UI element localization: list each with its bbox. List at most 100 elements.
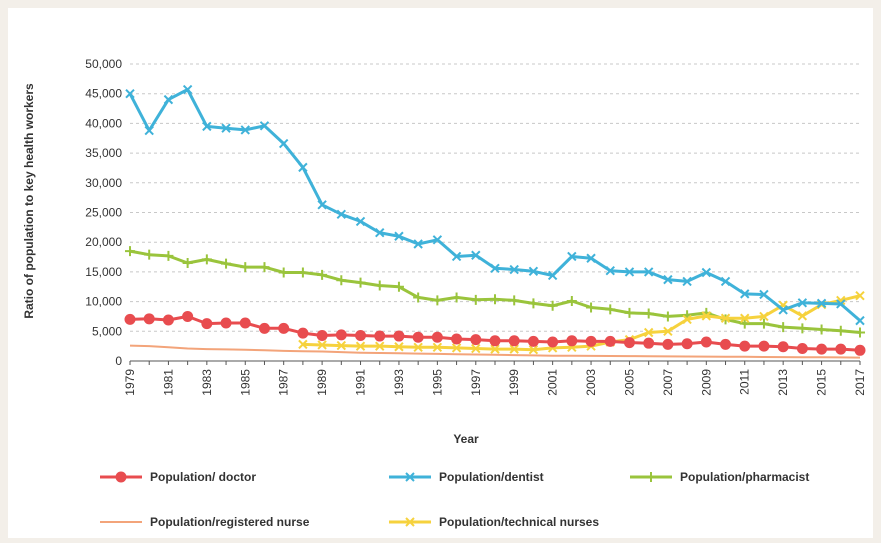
- data-point: [432, 295, 443, 306]
- data-point: [143, 313, 155, 325]
- data-point: [317, 269, 328, 280]
- y-tick-label: 5,000: [92, 324, 122, 338]
- x-tick-label: 1995: [430, 369, 444, 396]
- data-point: [393, 330, 405, 342]
- data-point: [796, 343, 808, 355]
- data-point: [336, 340, 347, 351]
- data-point: [566, 335, 578, 347]
- x-tick-label: 1987: [277, 369, 291, 396]
- data-point: [663, 274, 673, 285]
- x-tick-label: 1993: [392, 369, 406, 396]
- y-tick-label: 25,000: [85, 206, 122, 220]
- legend-item: Population/technical nurses: [389, 515, 599, 529]
- series-line: [129, 249, 861, 334]
- x-tick-label: 2009: [699, 369, 713, 396]
- data-point: [739, 318, 750, 329]
- data-point: [682, 276, 692, 287]
- x-tick-label: 1979: [123, 369, 137, 396]
- data-point: [297, 267, 308, 278]
- data-point: [298, 339, 308, 350]
- series-4: [298, 290, 865, 355]
- data-point: [125, 246, 135, 257]
- data-point: [663, 326, 673, 337]
- data-point: [278, 322, 290, 334]
- x-tick-label: 2007: [661, 369, 675, 396]
- data-point: [394, 342, 404, 352]
- legend-label: Population/registered nurse: [150, 515, 310, 529]
- data-point: [115, 471, 127, 483]
- data-point: [585, 335, 597, 347]
- data-point: [509, 344, 519, 354]
- chart-panel: 0 5,000 10,000 15,000 20,000 25,000 30,000 35,0…: [8, 8, 873, 538]
- data-point: [700, 336, 712, 348]
- data-point: [662, 338, 674, 350]
- legend-item: Population/registered nurse: [100, 515, 310, 529]
- y-tick-label: 35,000: [85, 146, 122, 160]
- data-point: [528, 266, 539, 277]
- data-point: [682, 314, 692, 325]
- data-point: [527, 335, 539, 347]
- data-point: [643, 327, 654, 338]
- data-point: [605, 304, 616, 315]
- data-point: [431, 331, 443, 343]
- data-point: [336, 275, 347, 286]
- data-point: [701, 311, 712, 321]
- data-point: [201, 254, 212, 265]
- data-point: [374, 280, 385, 291]
- data-point: [646, 472, 656, 482]
- data-point: [623, 337, 635, 349]
- data-point: [125, 88, 135, 99]
- data-point: [490, 344, 500, 354]
- data-point: [758, 318, 769, 329]
- x-tick-label: 2001: [546, 369, 560, 396]
- legend-label: Population/ doctor: [150, 470, 256, 484]
- data-point: [759, 289, 769, 300]
- data-point: [547, 300, 558, 311]
- data-point: [797, 311, 808, 321]
- data-point: [605, 266, 615, 276]
- data-point: [758, 340, 770, 352]
- data-point: [335, 329, 347, 341]
- data-point: [432, 235, 443, 245]
- data-point: [298, 162, 308, 173]
- data-point: [643, 337, 655, 349]
- data-point: [720, 276, 731, 287]
- x-tick-label: 1991: [354, 369, 368, 396]
- data-point: [413, 342, 423, 353]
- data-point: [567, 251, 577, 262]
- data-point: [836, 299, 846, 309]
- x-tick-label: 2017: [853, 369, 867, 396]
- data-point: [720, 338, 732, 350]
- data-point: [470, 334, 482, 346]
- data-point: [375, 341, 385, 351]
- data-point: [124, 313, 136, 325]
- data-point: [297, 327, 309, 339]
- data-point: [816, 298, 827, 309]
- data-point: [777, 341, 789, 353]
- x-tick-label: 1999: [507, 369, 521, 396]
- legend-label: Population/pharmacist: [680, 470, 809, 484]
- data-point: [566, 296, 577, 307]
- x-axis-title: Year: [453, 432, 479, 446]
- data-point: [471, 250, 481, 260]
- series-2: [125, 246, 865, 338]
- x-tick-label: 1989: [315, 369, 329, 396]
- data-point: [489, 335, 501, 347]
- legend-item: Population/dentist: [389, 470, 544, 484]
- y-axis-ticks: 0 5,000 10,000 15,000 20,000 25,000 30,000 35,0…: [85, 57, 122, 368]
- series-0: [124, 310, 866, 356]
- data-point: [701, 267, 712, 278]
- x-axis-ticks: 1979 1981 1983 1985 1987 1989 1991 1993 1995 1997…: [123, 369, 867, 396]
- legend-label: Population/dentist: [439, 470, 544, 484]
- data-point: [547, 270, 558, 281]
- data-point: [394, 231, 404, 241]
- data-point: [163, 250, 174, 261]
- data-point: [835, 325, 846, 336]
- y-tick-label: 15,000: [85, 265, 122, 279]
- data-point: [759, 311, 769, 322]
- data-point: [470, 294, 481, 305]
- data-point: [451, 292, 462, 303]
- y-tick-label: 0: [115, 354, 122, 368]
- line-chart: 0 5,000 10,000 15,000 20,000 25,000 30,000 35,0…: [22, 57, 867, 529]
- data-point: [355, 216, 366, 227]
